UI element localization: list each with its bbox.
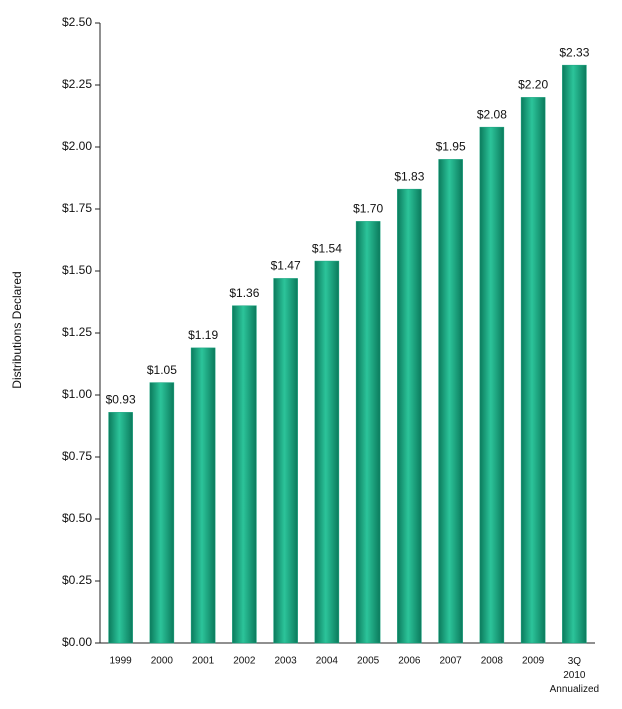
bar (190, 347, 216, 644)
x-tick-label: 1999 (110, 656, 133, 667)
value-label: $1.83 (394, 169, 424, 183)
y-tick-label: $1.00 (62, 387, 92, 401)
bar (355, 221, 381, 644)
y-tick-label: $1.50 (62, 263, 92, 277)
value-label: $1.47 (271, 259, 301, 273)
bar (232, 305, 257, 644)
bar (438, 159, 463, 644)
value-label: $0.93 (106, 393, 136, 407)
x-tick-label: 2002 (233, 656, 256, 667)
value-label: $1.36 (229, 286, 259, 300)
y-tick-label: $0.75 (62, 449, 92, 463)
y-tick-label: $1.75 (62, 201, 92, 215)
x-tick-label: 2009 (522, 656, 545, 667)
x-tick-label: 2001 (192, 656, 215, 667)
x-tick-label: 2006 (398, 656, 421, 667)
y-tick-label: $2.50 (62, 15, 92, 29)
bar (273, 278, 298, 644)
y-tick-label: $0.25 (62, 573, 92, 587)
bar (479, 126, 505, 644)
x-tick-label: 2007 (440, 656, 463, 667)
value-label: $1.54 (312, 241, 342, 255)
y-tick-label: $1.25 (62, 325, 92, 339)
x-tick-label: 2008 (481, 656, 504, 667)
value-label: $1.19 (188, 328, 218, 342)
bar (397, 188, 422, 644)
bar (149, 382, 175, 644)
value-label: $2.33 (559, 45, 589, 59)
value-label: $2.08 (477, 107, 507, 121)
x-tick-label: 2000 (151, 656, 174, 667)
value-label: $1.05 (147, 363, 177, 377)
bar (314, 260, 340, 644)
x-tick-label: 2003 (275, 656, 298, 667)
x-tick-label: 2005 (357, 656, 380, 667)
bar (108, 412, 133, 644)
x-tick-label: 3Q 2010 Annualized (550, 656, 599, 695)
value-label: $1.95 (436, 140, 466, 154)
y-tick-label: $0.50 (62, 511, 92, 525)
y-axis-label: Distributions Declared (10, 271, 24, 388)
value-label: $1.70 (353, 202, 383, 216)
value-label: $2.20 (518, 78, 548, 92)
y-tick-label: $2.25 (62, 77, 92, 91)
bar (520, 97, 546, 644)
y-tick-label: $2.00 (62, 139, 92, 153)
y-tick-label: $0.00 (62, 635, 92, 649)
x-tick-label: 2004 (316, 656, 339, 667)
bar (562, 64, 587, 644)
